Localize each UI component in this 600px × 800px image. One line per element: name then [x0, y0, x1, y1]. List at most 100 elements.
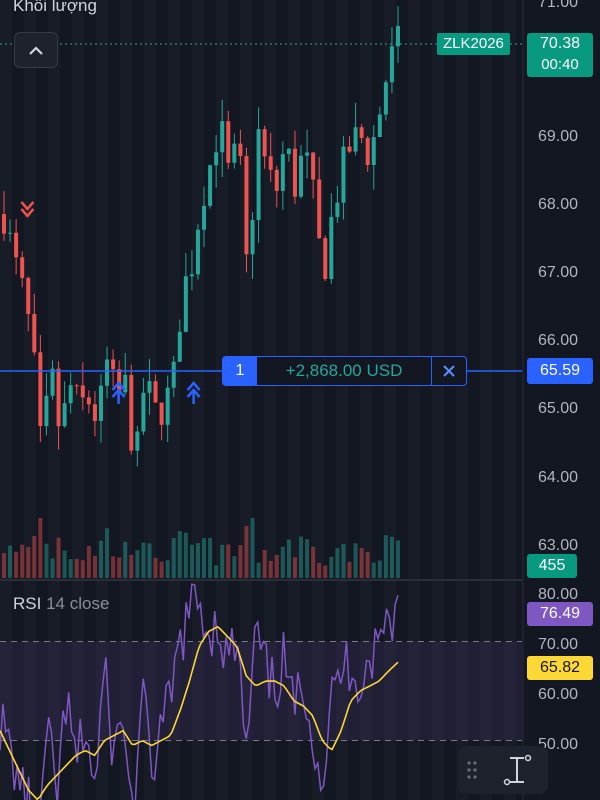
session-background [144, 0, 156, 800]
rsi-axis-label: 50.00 [538, 736, 579, 753]
close-position-button[interactable] [432, 357, 466, 385]
collapse-button[interactable] [14, 32, 58, 68]
candle-body [262, 129, 267, 157]
volume-bar [214, 565, 219, 578]
candle-body [68, 385, 73, 404]
position-line-box[interactable]: 1 +2,868.00 USD [222, 356, 467, 386]
position-quantity[interactable]: 1 [223, 357, 257, 385]
volume-bar [165, 560, 170, 578]
volume-bar [323, 565, 328, 578]
volume-bar [14, 551, 19, 578]
volume-bar [38, 518, 43, 578]
candle-body [347, 146, 352, 152]
last-price-tag: 70.38 00:40 [527, 33, 593, 77]
candle-body [111, 359, 116, 370]
candle-body [105, 359, 110, 386]
bar-countdown: 00:40 [541, 56, 579, 73]
volume-bar [274, 554, 279, 578]
candle-body [353, 127, 358, 152]
rsi-value-tag: 76.49 [527, 602, 593, 626]
rsi-line [0, 583, 399, 800]
candle-body [244, 156, 249, 255]
volume-bar [341, 543, 346, 578]
double-arrow-up-icon [111, 381, 126, 391]
candle-body [220, 121, 225, 153]
volume-bar [377, 560, 382, 578]
volume-bar [123, 541, 128, 578]
rsi-name: RSI [13, 594, 42, 613]
volume-bar [299, 536, 304, 578]
session-background [456, 0, 468, 800]
drawing-tool-widget[interactable] [458, 746, 548, 794]
volume-indicator-label[interactable]: Khối lượng [13, 0, 97, 15]
volume-bar [371, 562, 376, 578]
candle-body [159, 402, 164, 425]
position-price-tag: 65.59 [527, 358, 593, 384]
volume-bar [92, 555, 97, 578]
candle-body [274, 169, 279, 191]
session-background [0, 0, 12, 800]
session-background [168, 0, 180, 800]
volume-bar [2, 553, 6, 578]
session-background [480, 0, 492, 800]
candle-body [50, 368, 55, 396]
session-background [264, 0, 276, 800]
volume-bar [183, 532, 188, 578]
candle-body [189, 274, 194, 277]
text-cursor-icon[interactable] [503, 754, 532, 786]
candle-body [232, 143, 237, 163]
candle-body [32, 313, 37, 353]
candle-body [256, 129, 261, 220]
tool-widget-icons [467, 754, 532, 786]
drag-handle-icon[interactable] [467, 761, 477, 779]
candle-body [311, 152, 316, 180]
volume-bar [244, 525, 249, 578]
volume-bar [238, 545, 243, 578]
candle-body [56, 368, 61, 427]
rsi-indicator-label[interactable]: RSI 14 close [13, 594, 109, 614]
rsi-ma-value-tag: 65.82 [527, 656, 593, 680]
position-pnl[interactable]: +2,868.00 USD [257, 357, 432, 385]
volume-bar [98, 540, 103, 578]
volume-bar [135, 550, 140, 578]
rsi-axis-label: 60.00 [538, 686, 579, 703]
price-axis-label: 68.00 [538, 196, 579, 213]
candle-body [202, 205, 207, 230]
volume-bar [256, 562, 261, 578]
volume-bar [111, 556, 116, 578]
candle-body [389, 46, 394, 83]
candle-body [20, 257, 25, 278]
price-axis-label: 67.00 [538, 264, 579, 281]
volume-bar [208, 537, 213, 578]
price-axis-label: 63.00 [538, 537, 579, 554]
volume-bar [311, 546, 316, 578]
candle-body [26, 277, 31, 314]
chevron-up-icon [29, 46, 43, 55]
price-axis-label: 65.00 [538, 400, 579, 417]
volume-bar [389, 536, 394, 578]
volume-bar [226, 544, 231, 578]
candle-body [135, 431, 140, 451]
volume-bar [317, 562, 322, 578]
candle-body [329, 216, 334, 279]
candle-body [286, 148, 291, 155]
session-background [360, 0, 372, 800]
session-background [120, 0, 132, 800]
volume-bar [129, 554, 134, 578]
candle-body [365, 137, 370, 165]
volume-bar [171, 538, 176, 578]
candle-body [305, 152, 310, 156]
session-background [288, 0, 300, 800]
volume-bar [359, 548, 364, 578]
candle-body [299, 155, 304, 197]
candle-body [123, 374, 128, 393]
volume-bar [286, 539, 291, 578]
candle-body [238, 143, 243, 157]
session-background [240, 0, 252, 800]
candle-body [2, 214, 6, 234]
volume-bar [153, 557, 158, 578]
volume-bar [347, 561, 352, 578]
candle-body [292, 148, 297, 197]
